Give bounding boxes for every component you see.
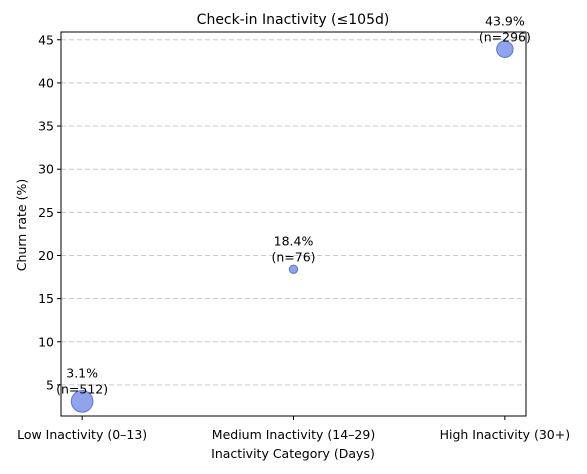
y-tick-label: 15	[38, 291, 54, 306]
x-tick-label: Low Inactivity (0–13)	[17, 427, 147, 442]
grid-layer	[61, 39, 526, 386]
y-axis-label: Churn rate (%)	[14, 179, 29, 271]
data-point	[496, 40, 514, 58]
data-labels-layer: 3.1%(n=512) 18.4%(n=76) 43.9%(n=296)	[56, 13, 531, 396]
y-tick-label: 40	[38, 75, 54, 90]
y-tick-label: 30	[38, 162, 54, 177]
ticks-layer: 5 10 15 20 25 30 35 40 45 Low Inactivity (0–13) Me…	[17, 32, 570, 442]
data-point	[288, 264, 299, 274]
chart-title: Check-in Inactivity (≤105d)	[197, 12, 390, 28]
y-tick-label: 20	[38, 248, 54, 263]
data-label-n: (n=76)	[271, 249, 315, 264]
y-tick-label: 5	[46, 377, 54, 392]
plot-area-frame	[60, 31, 527, 417]
points-layer	[70, 40, 514, 413]
data-label-value: 3.1%	[66, 365, 98, 380]
data-label-n: (n=296)	[479, 29, 531, 44]
x-axis-label: Inactivity Category (Days)	[211, 446, 375, 461]
data-label-value: 43.9%	[485, 13, 525, 28]
data-label-n: (n=512)	[56, 381, 108, 396]
x-tick-label: High Inactivity (30+)	[440, 427, 571, 442]
y-tick-label: 35	[38, 119, 54, 134]
y-tick-label: 45	[38, 32, 54, 47]
y-tick-label: 25	[38, 205, 54, 220]
x-tick-label: Medium Inactivity (14–29)	[212, 427, 375, 442]
data-point	[70, 390, 94, 413]
y-tick-label: 10	[38, 334, 54, 349]
data-label-value: 18.4%	[274, 233, 314, 248]
